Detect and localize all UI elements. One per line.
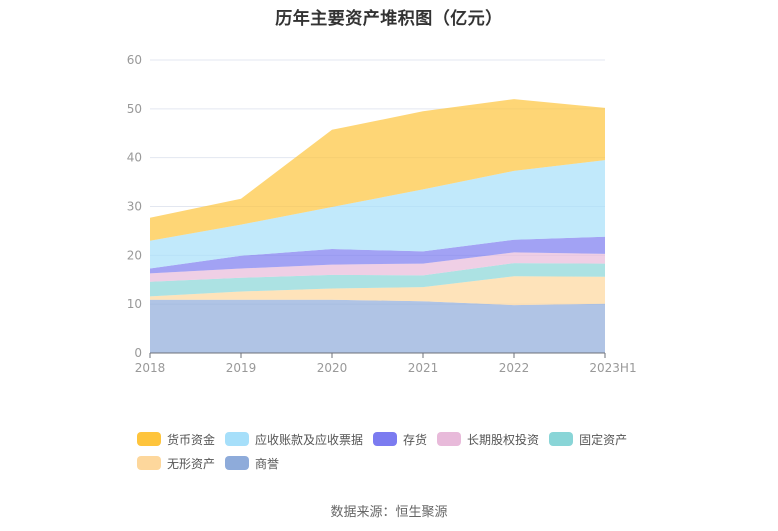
legend-swatch xyxy=(225,456,250,470)
area-存货 xyxy=(150,236,605,274)
legend-swatch xyxy=(373,432,398,446)
x-tick-label: 2018 xyxy=(135,361,166,375)
legend-item[interactable]: 无形资产 xyxy=(137,455,215,472)
chart-title: 历年主要资产堆积图（亿元） xyxy=(275,9,503,29)
legend-item[interactable]: 应收账款及应收票据 xyxy=(225,431,363,448)
x-tick-label: 2020 xyxy=(317,361,348,375)
legend-swatch xyxy=(437,432,462,446)
legend-swatch xyxy=(225,432,250,446)
area-无形资产 xyxy=(150,276,605,306)
stacked-area-chart: 0 10 20 30 40 50 60 2018 2019 2020 2021 2022 2023H1 xyxy=(127,53,637,375)
x-tick-label: 2021 xyxy=(408,361,439,375)
area-长期股权投资 xyxy=(150,252,605,282)
legend-row: 货币资金 应收账款及应收票据 存货 长期股权投资 固定资产 xyxy=(137,427,677,451)
y-tick-label: 10 xyxy=(127,297,142,311)
area-货币资金 xyxy=(150,99,605,241)
y-axis-ticks: 0 10 20 30 40 50 60 xyxy=(127,53,142,360)
area-series xyxy=(150,99,605,353)
legend: 货币资金 应收账款及应收票据 存货 长期股权投资 固定资产 无形资产 商誉 xyxy=(137,427,677,475)
legend-label: 存货 xyxy=(403,432,428,447)
legend-item[interactable]: 长期股权投资 xyxy=(437,431,539,448)
legend-label: 固定资产 xyxy=(579,432,628,447)
legend-swatch xyxy=(137,456,161,470)
y-tick-label: 40 xyxy=(127,151,142,165)
x-tick-label: 2023H1 xyxy=(589,361,636,375)
y-tick-label: 60 xyxy=(127,53,142,67)
legend-row: 无形资产 商誉 xyxy=(137,451,677,475)
data-source: 数据来源：恒生聚源 xyxy=(330,505,448,520)
legend-label: 应收账款及应收票据 xyxy=(255,432,364,447)
y-tick-label: 20 xyxy=(127,248,142,262)
legend-label: 商誉 xyxy=(255,456,280,471)
area-固定资产 xyxy=(150,263,605,297)
legend-item[interactable]: 货币资金 xyxy=(137,431,215,448)
legend-item[interactable]: 商誉 xyxy=(225,455,279,472)
legend-item[interactable]: 固定资产 xyxy=(549,431,627,448)
legend-swatch xyxy=(549,432,574,446)
x-tick-label: 2019 xyxy=(226,361,257,375)
y-tick-label: 0 xyxy=(134,346,142,360)
area-商誉 xyxy=(150,299,605,353)
y-tick-label: 50 xyxy=(127,102,142,116)
area-应收账款及应收票据 xyxy=(150,160,605,269)
legend-swatch xyxy=(137,432,161,446)
legend-label: 长期股权投资 xyxy=(467,432,540,447)
legend-label: 货币资金 xyxy=(167,432,216,447)
legend-label: 无形资产 xyxy=(167,456,216,471)
x-axis: 2018 2019 2020 2021 2022 2023H1 xyxy=(135,352,637,375)
y-tick-label: 30 xyxy=(127,200,142,214)
legend-item[interactable]: 存货 xyxy=(373,431,427,448)
x-tick-label: 2022 xyxy=(499,361,530,375)
